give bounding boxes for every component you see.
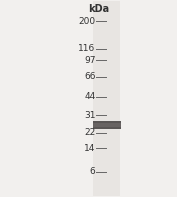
Text: kDa: kDa [88,5,110,15]
Text: 14: 14 [84,144,96,153]
Text: 6: 6 [90,167,96,176]
Text: 66: 66 [84,72,96,82]
Text: 97: 97 [84,56,96,65]
Text: 31: 31 [84,111,96,120]
Bar [93,1,120,196]
Bar [93,123,121,126]
Text: 116: 116 [78,44,96,53]
Text: 200: 200 [78,17,96,26]
Text: 22: 22 [84,128,96,137]
Text: 44: 44 [84,92,96,101]
Bar [93,121,121,129]
